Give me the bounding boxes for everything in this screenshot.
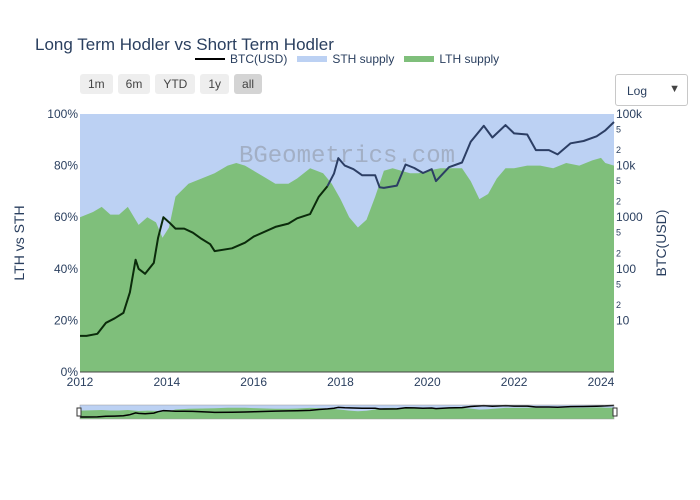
rangeslider-sth-area: [80, 405, 614, 419]
range-button-6m[interactable]: 6m: [117, 74, 151, 94]
x-tick-label: 2012: [67, 375, 94, 389]
chart-title: Long Term Hodler vs Short Term Hodler: [35, 35, 334, 54]
y2-minor-tick-label: 2: [616, 300, 621, 310]
y2-minor-tick-label: 2: [616, 248, 621, 258]
y-tick-label: 60%: [54, 210, 78, 224]
y2-tick-label: 10: [616, 313, 630, 327]
sth-supply-area: [80, 114, 614, 372]
x-tick-label: 2016: [240, 375, 267, 389]
y2-minor-tick-label: 5: [616, 228, 621, 238]
y-axis-title: LTH vs STH: [11, 205, 27, 280]
x-tick-label: 2022: [501, 375, 528, 389]
rangeslider-handle-right[interactable]: [612, 407, 618, 417]
legend-label-btc: BTC(USD): [230, 52, 288, 66]
legend-item-sth[interactable]: STH supply: [297, 52, 394, 66]
range-button-1y[interactable]: 1y: [200, 74, 230, 94]
y2-axis-title: BTC(USD): [653, 210, 669, 277]
legend-swatch-btc: [195, 58, 225, 60]
range-button-all[interactable]: all: [234, 74, 263, 94]
legend-item-lth[interactable]: LTH supply: [404, 52, 499, 66]
y2-tick-label: 1000: [616, 210, 643, 224]
legend-swatch-sth: [297, 56, 328, 62]
legend-item-btc[interactable]: BTC(USD): [195, 52, 287, 66]
legend-swatch-lth: [404, 56, 435, 62]
lth-supply-area: [80, 157, 614, 372]
scale-dropdown[interactable]: Log ▼: [615, 74, 688, 106]
y2-minor-tick-label: 5: [616, 279, 621, 289]
x-tick-label: 2014: [153, 375, 180, 389]
btc-price-line-early: [80, 185, 329, 337]
y-tick-label: 80%: [54, 159, 78, 173]
watermark-text: BGeometrics.com: [239, 143, 455, 170]
legend: BTC(USD) STH supply LTH supply: [195, 52, 509, 66]
rangeslider-frame: [79, 404, 615, 420]
y2-tick-label: 10k: [616, 159, 636, 173]
y-tick-label: 40%: [54, 262, 78, 276]
x-tick-label: 2018: [327, 375, 354, 389]
y2-minor-tick-label: 2: [616, 145, 621, 155]
x-tick-label: 2020: [414, 375, 441, 389]
range-button-1m[interactable]: 1m: [80, 74, 113, 94]
chevron-down-icon: ▼: [669, 83, 680, 95]
x-tick-label: 2024: [588, 375, 615, 389]
y2-tick-label: 100k: [616, 107, 643, 121]
y-tick-label: 0%: [61, 365, 79, 379]
y2-minor-tick-label: 2: [616, 197, 621, 207]
rangeslider-handle-left[interactable]: [76, 407, 82, 417]
rangeslider-lth-area: [80, 407, 614, 419]
rangeslider-btc-line: [80, 404, 615, 418]
y2-tick-label: 100: [616, 262, 636, 276]
legend-label-lth: LTH supply: [439, 52, 500, 66]
range-selector: 1m 6m YTD 1y all: [80, 74, 267, 94]
range-button-ytd[interactable]: YTD: [155, 74, 196, 94]
y2-minor-tick-label: 5: [616, 125, 621, 135]
legend-label-sth: STH supply: [332, 52, 395, 66]
y-tick-label: 20%: [54, 313, 78, 327]
scale-dropdown-value: Log: [627, 84, 648, 98]
btc-price-line-late: [326, 121, 615, 189]
y-tick-label: 100%: [47, 107, 78, 121]
y2-minor-tick-label: 5: [616, 176, 621, 186]
